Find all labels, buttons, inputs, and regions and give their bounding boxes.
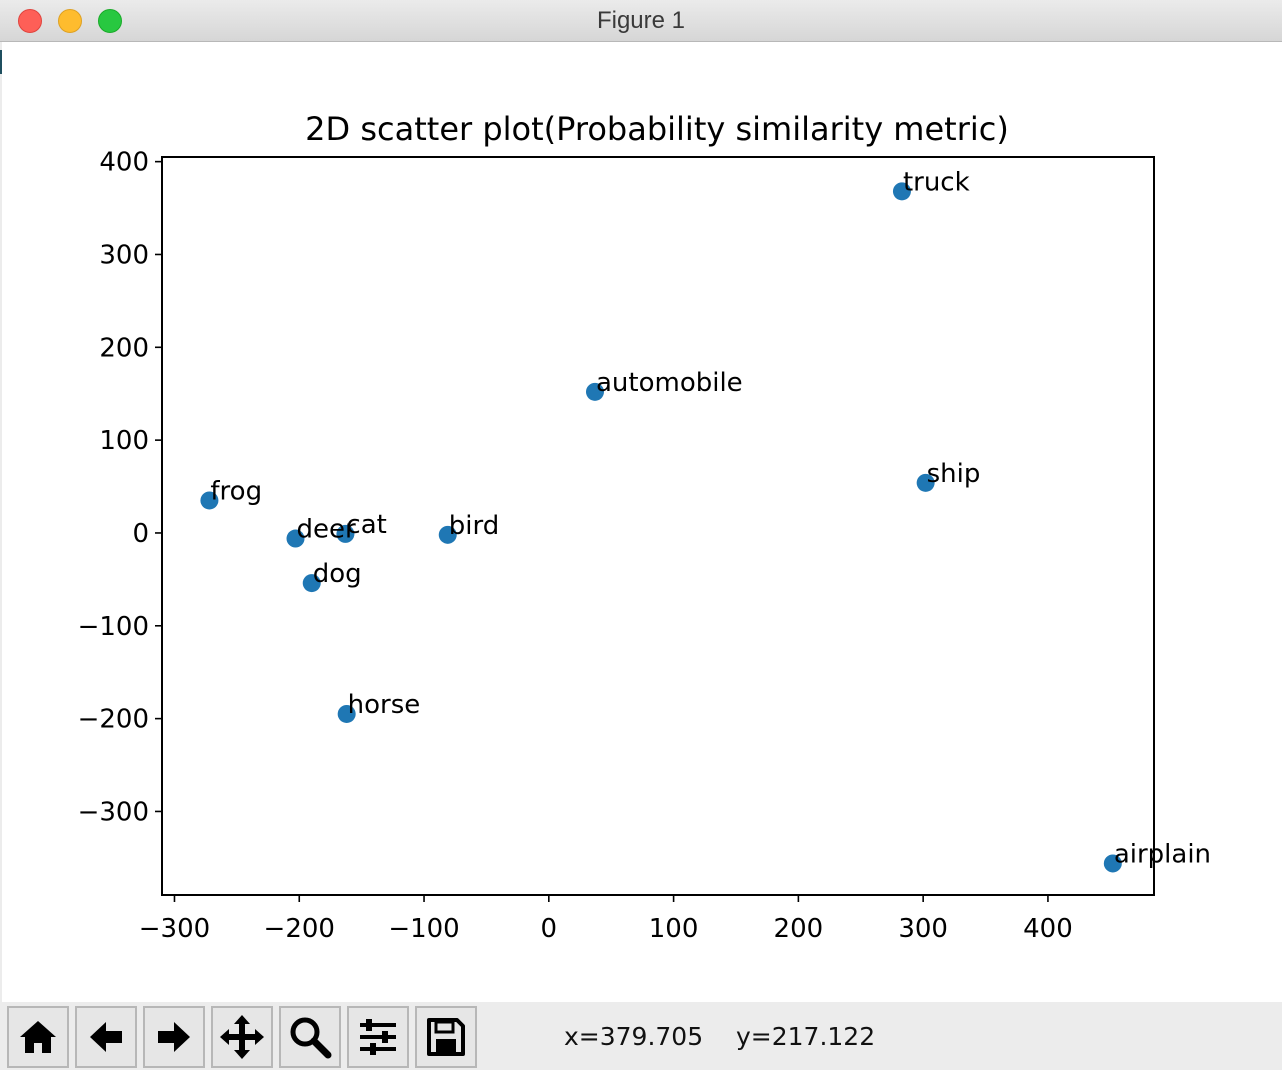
x-tick-label: −100	[388, 914, 459, 944]
scatter-point	[337, 704, 356, 723]
point-label: airplain	[1114, 839, 1211, 869]
sliders-icon	[360, 1019, 396, 1055]
point-label: ship	[927, 459, 981, 489]
y-tick-label: 100	[99, 426, 149, 456]
scatter-point	[1103, 854, 1122, 873]
x-tick-label: −200	[264, 914, 335, 944]
y-tick-label: 0	[132, 519, 149, 549]
zoom-button[interactable]	[279, 1006, 341, 1068]
point-label: automobile	[596, 368, 743, 398]
back-button[interactable]	[75, 1006, 137, 1068]
x-tick-label: 0	[541, 914, 558, 944]
scatter-point	[438, 525, 457, 544]
point-label: truck	[903, 167, 970, 197]
configure-subplots-button[interactable]	[347, 1006, 409, 1068]
point-label: bird	[449, 511, 499, 541]
floppy-disk-icon	[427, 1018, 465, 1056]
pan-button[interactable]	[211, 1006, 273, 1068]
window-title: Figure 1	[596, 7, 686, 34]
home-icon	[20, 1021, 56, 1053]
cursor-y-readout: y=217.122	[736, 1022, 876, 1051]
scatter-point	[302, 574, 321, 593]
magnifier-icon	[290, 1017, 332, 1059]
scatter-point	[336, 524, 355, 543]
point-label: dog	[313, 559, 362, 589]
move-icon	[220, 1015, 264, 1059]
close-window-button[interactable]	[18, 9, 42, 33]
arrow-right-icon	[158, 1022, 190, 1052]
y-tick-label: −200	[78, 705, 149, 735]
edge-artifact	[0, 50, 2, 74]
navigation-toolbar: x=379.705 y=217.122	[0, 1002, 1282, 1070]
y-tick-label: 200	[99, 333, 149, 363]
scatter-point	[916, 473, 935, 492]
y-tick-label: −100	[78, 612, 149, 642]
home-button[interactable]	[7, 1006, 69, 1068]
x-tick-label: 300	[898, 914, 948, 944]
point-label: deer	[297, 515, 356, 545]
save-button[interactable]	[415, 1006, 477, 1068]
scatter-point	[585, 382, 604, 401]
scatter-point	[286, 529, 305, 548]
scatter-point	[200, 491, 219, 510]
minimize-window-button[interactable]	[58, 9, 82, 33]
arrow-left-icon	[90, 1022, 122, 1052]
y-tick-label: −300	[78, 797, 149, 827]
y-tick-label: 400	[99, 148, 149, 178]
chart-title: 2D scatter plot(Probability similarity m…	[305, 110, 1009, 148]
scatter-plot: 2D scatter plot(Probability similarity m…	[78, 110, 1211, 944]
point-label: frog	[210, 476, 262, 506]
x-tick-label: 100	[649, 914, 699, 944]
y-tick-label: 300	[99, 240, 149, 270]
x-tick-label: −300	[139, 914, 210, 944]
point-label: horse	[348, 690, 421, 720]
cursor-x-readout: x=379.705	[564, 1022, 704, 1051]
figure-canvas[interactable]: 2D scatter plot(Probability similarity m…	[2, 42, 1282, 1002]
x-tick-label: 200	[774, 914, 824, 944]
scatter-point	[892, 182, 911, 201]
plot-frame	[161, 156, 1155, 896]
point-label: cat	[346, 510, 386, 540]
window-titlebar: Figure 1	[0, 0, 1282, 42]
forward-button[interactable]	[143, 1006, 205, 1068]
maximize-window-button[interactable]	[98, 9, 122, 33]
x-tick-label: 400	[1023, 914, 1073, 944]
